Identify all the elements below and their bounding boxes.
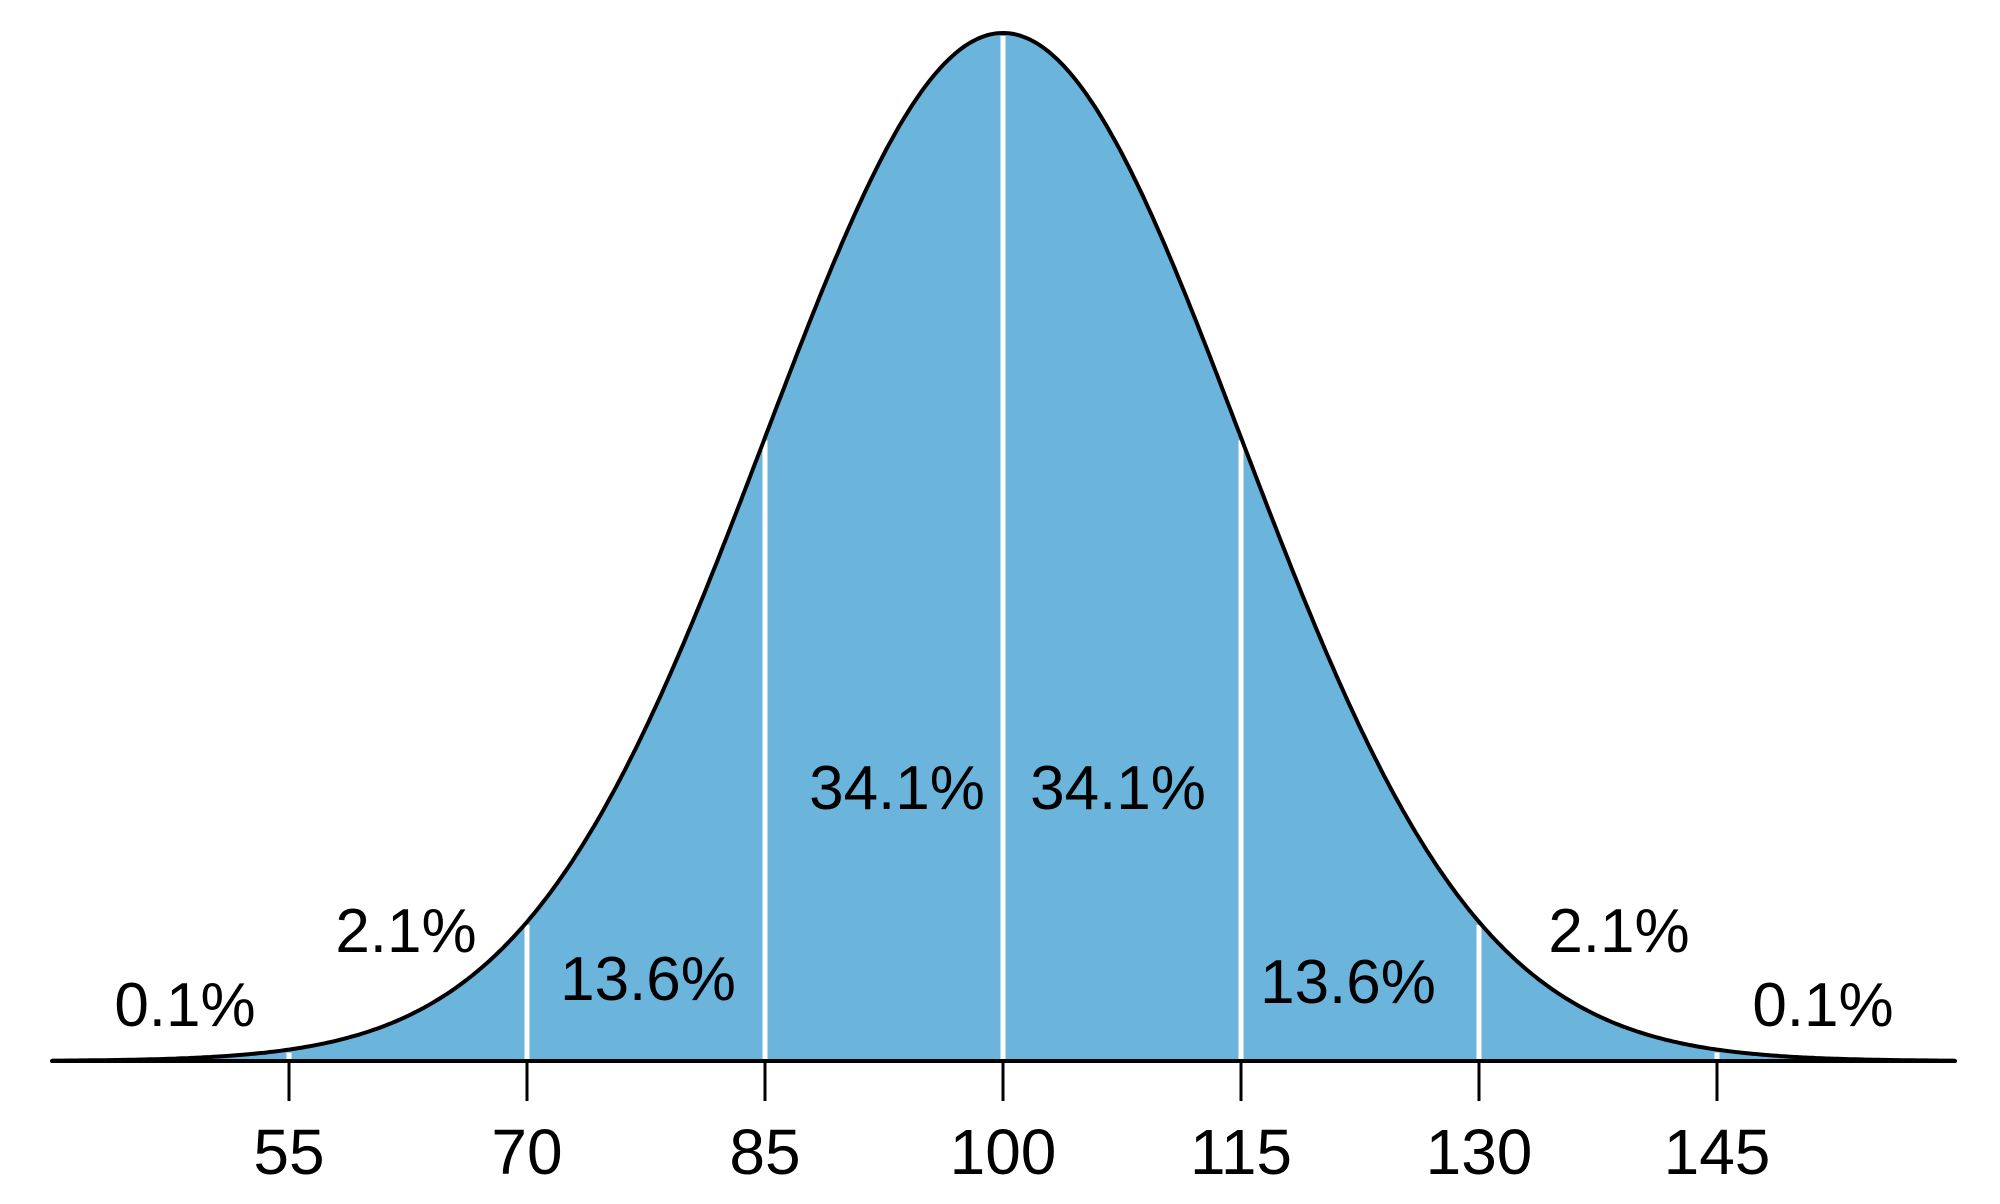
bell-curve-line xyxy=(52,30,1956,1063)
region-label-3: 34.1% xyxy=(809,754,985,823)
region-label-1: 2.1% xyxy=(335,897,476,966)
x-tick-label: 70 xyxy=(491,1116,562,1188)
x-tick-label: 85 xyxy=(729,1116,800,1188)
region-label-5: 13.6% xyxy=(1260,948,1436,1017)
band-separators xyxy=(286,36,1720,1061)
x-tick-label: 115 xyxy=(1190,1116,1292,1188)
x-tick-label: 100 xyxy=(950,1116,1057,1188)
region-labels: 0.1% 2.1% 13.6% 34.1% 34.1% 13.6% 2.1% 0… xyxy=(114,754,1893,1040)
x-tick-label: 55 xyxy=(253,1116,324,1188)
region-label-2: 13.6% xyxy=(560,945,736,1014)
x-tick-label: 130 xyxy=(1426,1116,1533,1188)
x-tick-label: 145 xyxy=(1664,1116,1771,1188)
region-label-4: 34.1% xyxy=(1030,754,1206,823)
region-label-0: 0.1% xyxy=(114,971,255,1040)
region-label-6: 2.1% xyxy=(1548,897,1689,966)
region-label-7: 0.1% xyxy=(1752,971,1893,1040)
x-ticks: 55 70 85 100 115 130 145 xyxy=(253,1061,1770,1188)
